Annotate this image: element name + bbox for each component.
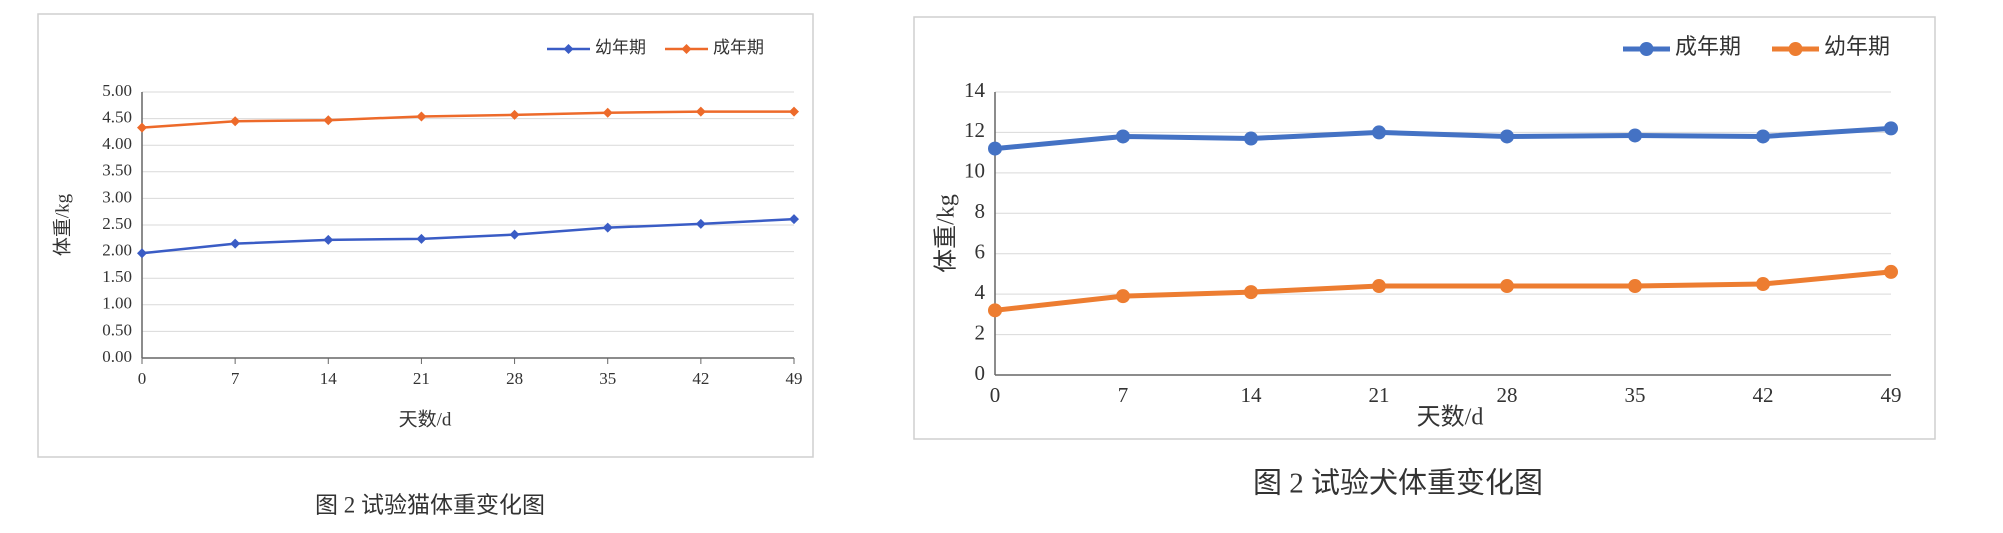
legend-marker — [1788, 42, 1803, 56]
data-point — [1756, 277, 1770, 292]
data-point — [695, 106, 706, 117]
y-axis-label: 体重/kg — [933, 194, 960, 273]
data-point — [988, 303, 1002, 318]
y-axis-label: 体重/kg — [51, 193, 73, 256]
caption: 图 2 试验犬体重变化图 — [1253, 467, 1543, 500]
data-point — [416, 233, 427, 244]
data-point — [509, 229, 520, 240]
y-tick-label: 2.00 — [102, 241, 132, 260]
data-line — [994, 269, 1892, 313]
x-tick-label: 0 — [138, 369, 147, 388]
x-tick-label: 0 — [990, 383, 1001, 407]
x-tick-label: 35 — [599, 369, 616, 388]
y-tick-label: 0.00 — [102, 347, 132, 366]
x-axis-label: 天数/d — [1417, 404, 1484, 431]
y-tick-label: 6 — [975, 240, 986, 264]
y-tick-label: 8 — [975, 199, 986, 223]
y-tick-label: 4.00 — [102, 134, 132, 153]
data-point — [1884, 264, 1898, 279]
data-point — [1884, 121, 1898, 136]
y-tick-label: 0.50 — [102, 320, 132, 339]
caption: 图 2 试验猫体重变化图 — [315, 492, 545, 517]
data-point — [230, 238, 241, 249]
x-tick-label: 42 — [692, 369, 709, 388]
data-point — [137, 122, 147, 133]
y-tick-label: 3.00 — [102, 187, 132, 206]
x-tick-label: 7 — [231, 369, 240, 388]
data-line — [141, 110, 794, 129]
x-tick-label: 28 — [506, 369, 523, 388]
data-point — [1116, 129, 1130, 144]
data-point — [323, 234, 334, 245]
x-tick-label: 14 — [320, 369, 338, 388]
legend-label: 幼年期 — [1824, 34, 1890, 59]
chart-frame — [913, 16, 1936, 440]
y-tick-label: 2.50 — [102, 214, 132, 233]
data-point — [1500, 279, 1514, 294]
data-point — [1244, 285, 1258, 300]
y-tick-label: 1.50 — [102, 267, 132, 286]
y-tick-label: 0 — [975, 361, 986, 385]
chart-frame — [37, 13, 814, 458]
x-tick-label: 7 — [1118, 383, 1129, 407]
data-point — [416, 111, 427, 122]
legend-label: 成年期 — [713, 38, 764, 57]
data-point — [1628, 128, 1642, 143]
legend-label: 成年期 — [1675, 34, 1741, 59]
y-tick-label: 2 — [975, 320, 986, 344]
data-point — [1628, 279, 1642, 294]
y-tick-label: 5.00 — [102, 81, 132, 100]
data-point — [602, 107, 613, 118]
data-point — [1372, 279, 1386, 294]
data-point — [1500, 129, 1514, 144]
y-tick-label: 3.50 — [102, 161, 132, 180]
legend-marker — [563, 44, 574, 54]
data-point — [988, 141, 1002, 156]
legend-marker — [681, 44, 692, 54]
data-point — [789, 214, 799, 225]
y-tick-label: 4 — [975, 280, 986, 304]
x-tick-label: 49 — [786, 369, 803, 388]
y-tick-label: 1.00 — [102, 294, 132, 313]
data-point — [509, 109, 520, 120]
data-point — [1116, 289, 1130, 304]
x-tick-label: 21 — [413, 369, 430, 388]
x-tick-label: 21 — [1369, 383, 1390, 407]
y-tick-label: 12 — [964, 118, 985, 142]
x-tick-label: 49 — [1881, 383, 1902, 407]
data-point — [1244, 131, 1258, 146]
data-point — [230, 116, 241, 127]
data-point — [602, 222, 613, 233]
data-point — [1756, 129, 1770, 144]
x-tick-label: 35 — [1625, 383, 1646, 407]
y-tick-label: 4.50 — [102, 108, 132, 127]
data-point — [137, 248, 147, 259]
x-tick-label: 42 — [1753, 383, 1774, 407]
data-point — [1372, 125, 1386, 140]
legend-marker — [1639, 42, 1654, 56]
data-line — [141, 217, 795, 255]
x-axis-label: 天数/d — [399, 408, 452, 430]
data-point — [789, 106, 799, 117]
x-tick-label: 28 — [1497, 383, 1518, 407]
y-tick-label: 10 — [964, 159, 985, 183]
data-line — [994, 125, 1892, 152]
data-point — [323, 115, 334, 126]
y-tick-label: 14 — [964, 78, 986, 102]
data-point — [695, 218, 706, 229]
x-tick-label: 14 — [1241, 383, 1263, 407]
legend-label: 幼年期 — [595, 38, 646, 57]
